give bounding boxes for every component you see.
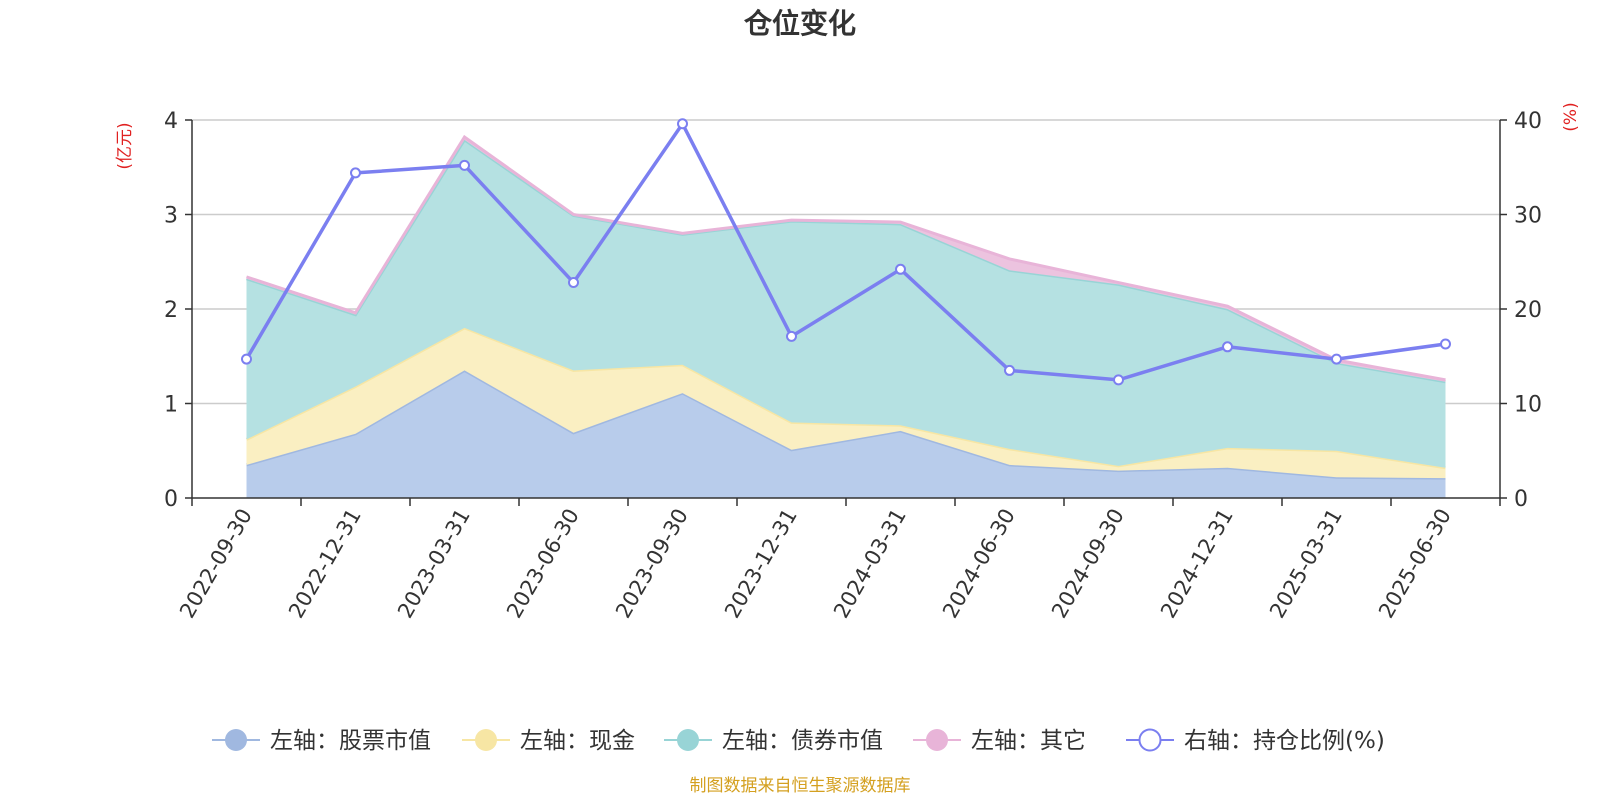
ratio-point — [241, 353, 252, 365]
right-tick-label: 40 — [1514, 109, 1542, 134]
right-tick-label: 30 — [1514, 204, 1542, 229]
x-tick-label: 2023-09-30 — [611, 505, 693, 623]
left-tick-label: 1 — [164, 393, 178, 418]
x-tick-label: 2023-03-31 — [393, 505, 475, 623]
legend-marker — [926, 729, 948, 751]
ratio-point — [895, 263, 906, 275]
legend-label: 左轴：现金 — [520, 728, 635, 754]
x-tick-label: 2024-09-30 — [1047, 505, 1129, 623]
right-tick-label: 10 — [1514, 393, 1542, 418]
legend: 左轴：股票市值 左轴：现金 左轴：债券市值 左轴：其它 右轴：持仓比例(%) — [212, 728, 1385, 754]
x-tick-label: 2024-03-31 — [829, 505, 911, 623]
legend-marker — [225, 729, 247, 751]
legend-marker — [677, 729, 699, 751]
ratio-point — [1113, 374, 1124, 386]
left-axis-unit: (亿元) — [115, 122, 135, 169]
area-左轴：现金 — [246, 327, 1446, 479]
legend-marker — [475, 729, 497, 751]
x-tick-label: 2025-06-30 — [1374, 505, 1456, 623]
right-tick-label: 0 — [1514, 487, 1528, 512]
ratio-point — [1004, 364, 1015, 376]
ratio-point — [1222, 341, 1233, 353]
stacked-areas — [245, 134, 1446, 498]
right-axis-unit: (%) — [1561, 102, 1581, 131]
x-tick-label: 2022-09-30 — [175, 505, 257, 623]
right-tick-label: 20 — [1514, 298, 1542, 323]
x-tick-label: 2022-12-31 — [284, 505, 366, 623]
legend-label: 左轴：股票市值 — [270, 728, 431, 754]
left-tick-label: 0 — [164, 487, 178, 512]
ratio-point — [677, 118, 688, 130]
left-tick-label: 3 — [164, 204, 178, 229]
ratio-line-series — [241, 118, 1451, 386]
area-line-左轴：现金 — [245, 326, 1446, 470]
ratio-point — [1440, 338, 1451, 350]
legend-label: 右轴：持仓比例(%) — [1184, 728, 1385, 754]
x-tick-label: 2023-06-30 — [502, 505, 584, 623]
x-tick-label: 2024-06-30 — [938, 505, 1020, 623]
ratio-point — [568, 277, 579, 289]
chart-title: 仓位变化 — [744, 7, 856, 40]
legend-label: 左轴：其它 — [971, 728, 1086, 754]
ratio-point — [459, 159, 470, 171]
source-note: 制图数据来自恒生聚源数据库 — [690, 776, 911, 796]
legend-label: 左轴：债券市值 — [722, 728, 883, 754]
left-tick-label: 4 — [164, 109, 178, 134]
ratio-point — [350, 167, 361, 179]
x-tick-label: 2024-12-31 — [1156, 505, 1238, 623]
area-左轴：股票市值 — [246, 370, 1446, 498]
ratio-point — [786, 330, 797, 342]
ratio-point — [1331, 353, 1342, 365]
x-tick-label: 2025-03-31 — [1265, 505, 1347, 623]
legend-marker — [1138, 728, 1162, 752]
x-tick-label: 2023-12-31 — [720, 505, 802, 623]
ratio-line — [244, 122, 1446, 382]
left-tick-label: 2 — [164, 298, 178, 323]
